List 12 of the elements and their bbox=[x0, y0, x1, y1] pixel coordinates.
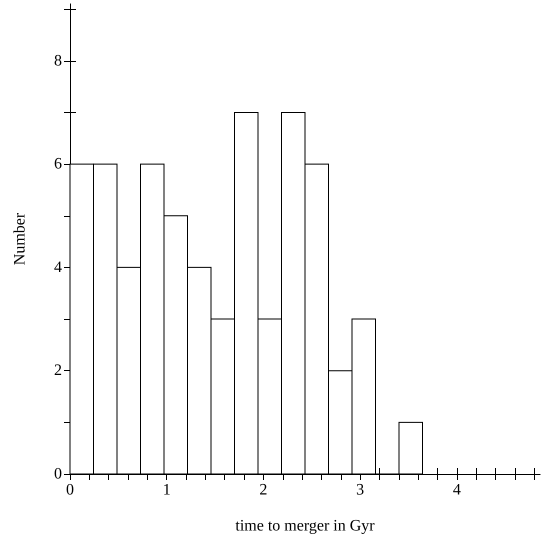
y-tick-label: 0 bbox=[54, 466, 62, 482]
y-tick-label: 2 bbox=[54, 362, 62, 380]
x-tick-label: 0 bbox=[66, 482, 74, 498]
x-axis-title: time to merger in Gyr bbox=[235, 518, 376, 534]
x-tick-label: 4 bbox=[452, 482, 461, 498]
y-axis-title: Number bbox=[12, 212, 28, 266]
y-tick-label: 6 bbox=[54, 156, 62, 173]
y-tick-label: 8 bbox=[54, 52, 62, 70]
x-tick-label: 3 bbox=[356, 482, 364, 498]
y-tick-label: 4 bbox=[54, 258, 62, 276]
x-tick-label: 2 bbox=[259, 482, 268, 498]
x-tick-label: 1 bbox=[162, 482, 171, 498]
